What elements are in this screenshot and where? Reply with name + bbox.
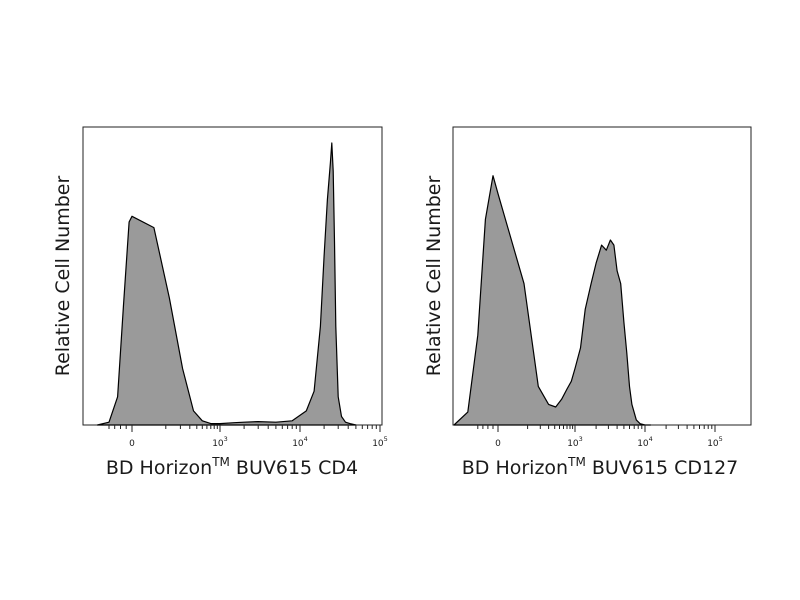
histogram-panel-cd4: 0 103 104 105 Relative Cell Number BD Horiz… (52, 126, 388, 479)
x-tick-label: 104 (292, 435, 308, 449)
x-axis-label: BD HorizonTM BUV615 CD127 (462, 455, 739, 479)
y-axis-label: Relative Cell Number (52, 176, 74, 377)
x-tick-label: 103 (567, 435, 583, 449)
x-tick-label: 0 (495, 439, 501, 449)
x-tick-label: 105 (372, 435, 388, 449)
x-tick-labels: 0 103 104 105 (129, 435, 388, 449)
x-tick-label: 104 (637, 435, 653, 449)
histogram-series-0 (453, 175, 652, 426)
y-axis-label: Relative Cell Number (423, 176, 445, 377)
x-tick-label: 105 (707, 435, 723, 449)
x-axis-label-suffix: BUV615 CD127 (586, 457, 738, 479)
x-axis-ticks (477, 425, 716, 432)
x-axis-label: BD HorizonTM BUV615 CD4 (106, 455, 358, 479)
x-tick-label: 0 (129, 439, 135, 449)
x-tick-labels: 0 103 104 105 (495, 435, 723, 449)
x-axis-label-superscript: TM (211, 455, 230, 469)
x-axis-label-superscript: TM (567, 455, 586, 469)
x-axis-label-prefix: BD Horizon (106, 457, 212, 479)
histogram-layer (453, 175, 652, 426)
histogram-panel-cd127: 0 103 104 105 Relative Cell Number BD Horiz… (423, 126, 752, 479)
x-axis-label-prefix: BD Horizon (462, 457, 568, 479)
x-axis-ticks (108, 425, 381, 432)
histogram-series-0 (96, 142, 357, 426)
x-tick-label: 103 (212, 435, 228, 449)
histogram-layer (96, 142, 357, 426)
x-axis-label-suffix: BUV615 CD4 (230, 457, 358, 479)
